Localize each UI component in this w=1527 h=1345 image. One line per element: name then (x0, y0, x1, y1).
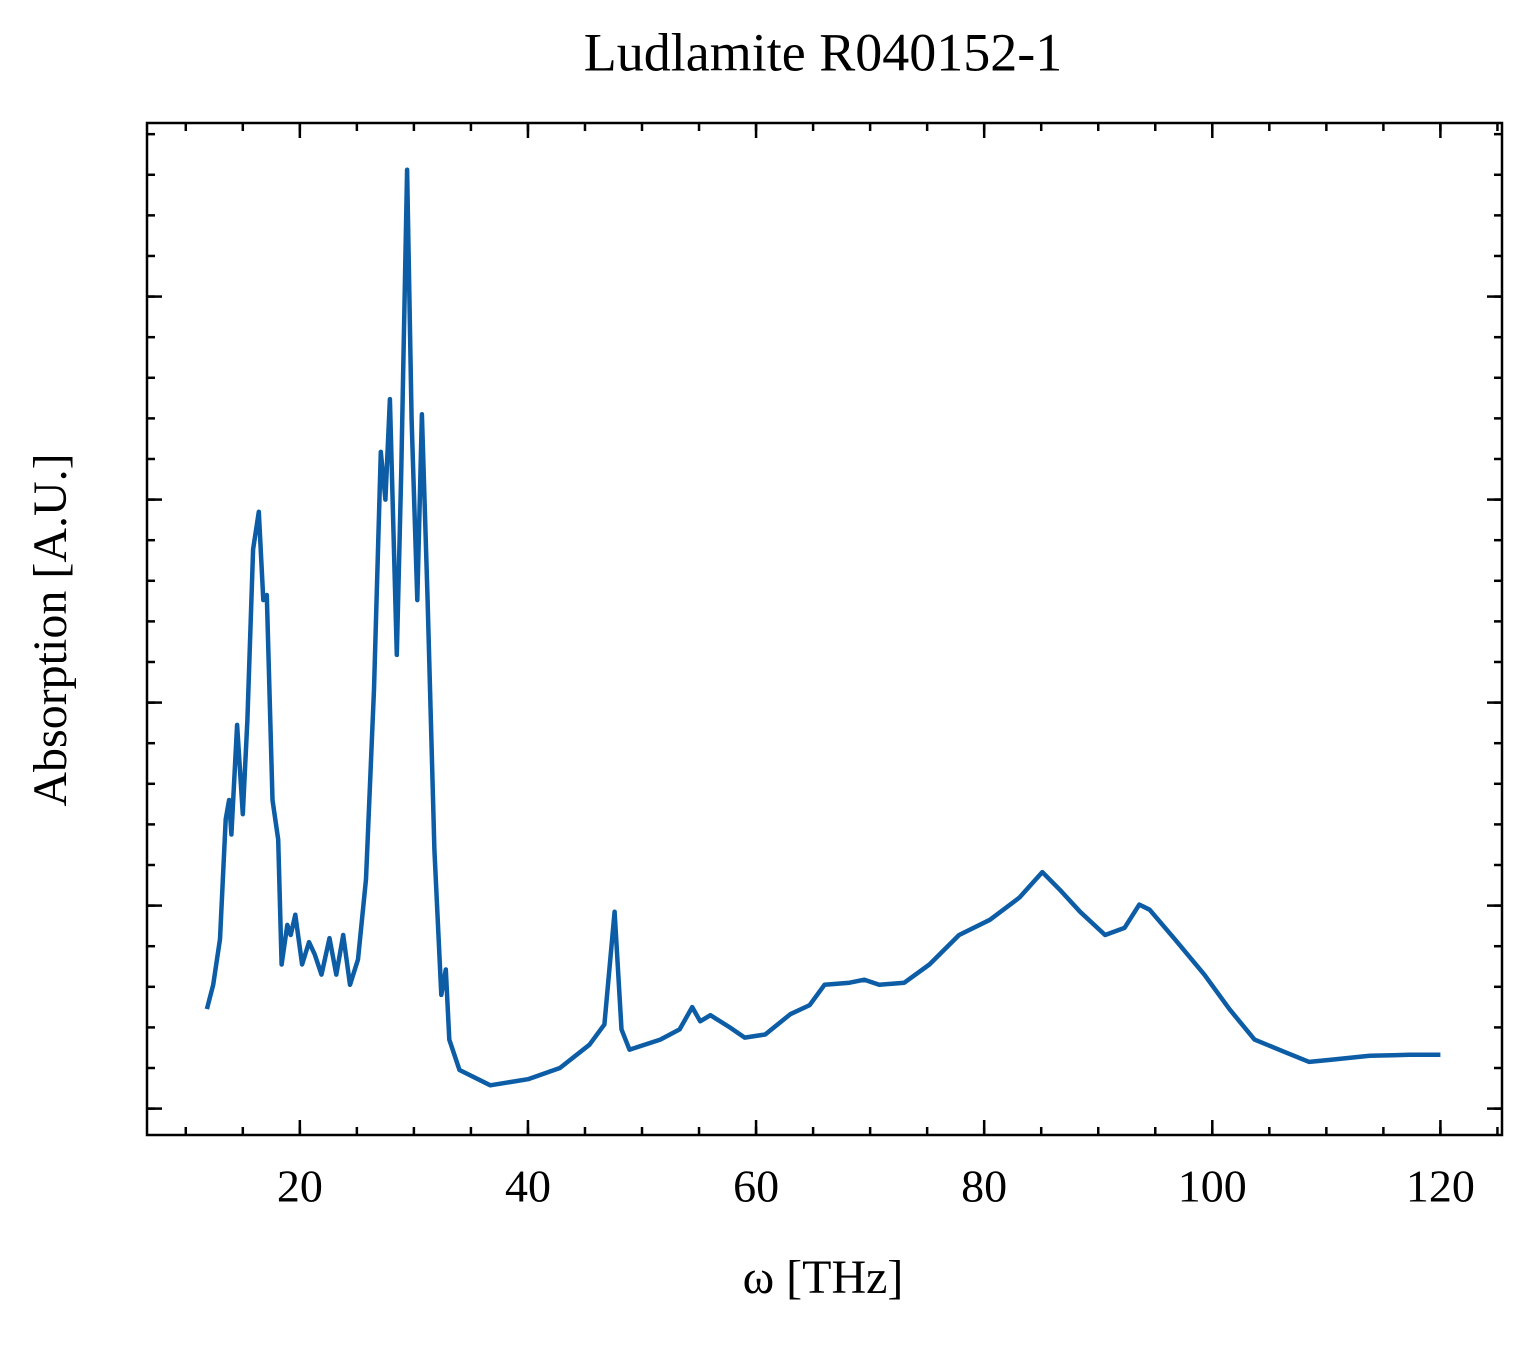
x-tick-label: 100 (1178, 1161, 1247, 1212)
chart-title: Ludlamite R040152-1 (584, 22, 1062, 82)
data-line (204, 167, 1441, 1088)
x-tick-label: 60 (733, 1161, 779, 1212)
x-tick-label: 40 (505, 1161, 551, 1212)
x-axis-label: ω [THz] (743, 1251, 904, 1304)
x-tick-label: 20 (277, 1161, 323, 1212)
x-tick-label: 120 (1406, 1161, 1475, 1212)
x-tick-label: 80 (961, 1161, 1007, 1212)
y-axis-label: Absorption [A.U.] (24, 453, 77, 806)
plot-frame (145, 121, 1504, 1137)
